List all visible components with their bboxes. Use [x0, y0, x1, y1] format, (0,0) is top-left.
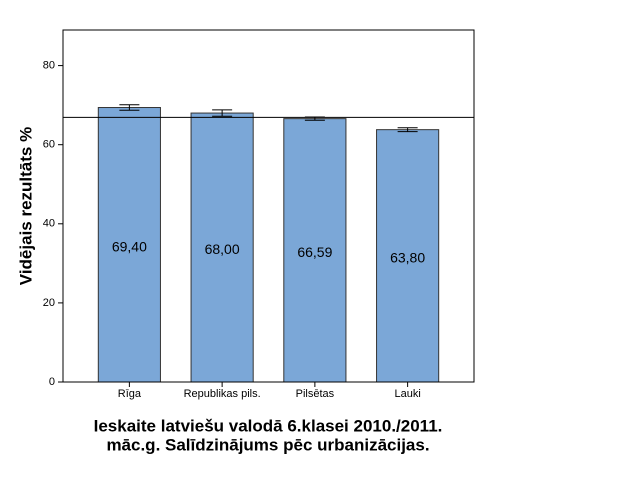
- y-tick-label: 40: [43, 218, 55, 230]
- y-tick-label: 0: [49, 376, 55, 388]
- bar: [97, 107, 161, 383]
- bar: [376, 129, 440, 383]
- value-label: 63,80: [390, 250, 425, 266]
- x-tick-label: Pilsētas: [296, 388, 335, 400]
- value-label: 66,59: [297, 244, 332, 260]
- plot-frame: [62, 29, 475, 383]
- x-tick-label: Republikas pils.: [184, 388, 261, 400]
- x-axis-title: Ieskaite latviešu valodā 6.klasei 2010./…: [94, 416, 443, 435]
- bar: [283, 118, 347, 383]
- y-tick-label: 20: [43, 297, 55, 309]
- x-tick-label: Lauki: [394, 388, 420, 400]
- value-label: 69,40: [112, 238, 147, 254]
- y-tick-label: 60: [43, 139, 55, 151]
- y-tick-label: 80: [43, 60, 55, 72]
- x-axis-title: māc.g. Salīdzinājums pēc urbanizācijas.: [106, 435, 429, 454]
- value-label: 68,00: [205, 241, 240, 257]
- y-axis-title: Vidējais rezultāts %: [16, 127, 35, 285]
- x-tick-label: Rīga: [118, 388, 142, 400]
